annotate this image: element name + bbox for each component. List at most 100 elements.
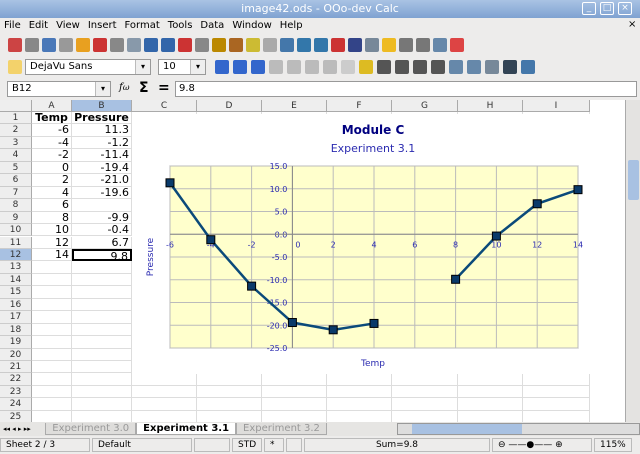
- cell-A10[interactable]: 10: [32, 224, 72, 237]
- cell-A13[interactable]: [32, 261, 72, 274]
- cell-D25[interactable]: [197, 410, 262, 422]
- toolbar-icon-0[interactable]: [8, 38, 22, 52]
- row-header-7[interactable]: 7: [0, 186, 32, 200]
- toolbar-icon-1[interactable]: [25, 38, 39, 52]
- row-header-9[interactable]: 9: [0, 211, 32, 225]
- menu-help[interactable]: Help: [279, 20, 303, 31]
- row-header-21[interactable]: 21: [0, 361, 32, 374]
- toolbar-icon-3[interactable]: [59, 38, 73, 52]
- toolbar-icon-11[interactable]: [195, 38, 209, 52]
- data-point[interactable]: [491, 231, 501, 241]
- row-header-14[interactable]: 14: [0, 273, 32, 287]
- close-button[interactable]: ×: [618, 2, 632, 15]
- cell-B22[interactable]: [72, 373, 132, 386]
- cell-B5[interactable]: -19.4: [72, 161, 132, 175]
- row-header-25[interactable]: 25: [0, 410, 32, 422]
- cell-G23[interactable]: [392, 385, 458, 399]
- toolbar-icon-7[interactable]: [127, 38, 141, 52]
- column-header-F[interactable]: F: [327, 100, 392, 112]
- data-point[interactable]: [165, 178, 175, 188]
- row-header-13[interactable]: 13: [0, 261, 32, 274]
- column-header-E[interactable]: E: [262, 100, 327, 112]
- menu-format[interactable]: Format: [124, 20, 160, 31]
- cell-A3[interactable]: -4: [32, 136, 72, 150]
- row-header-16[interactable]: 16: [0, 298, 32, 312]
- minimize-button[interactable]: _: [582, 2, 596, 15]
- cell-C24[interactable]: [132, 398, 197, 411]
- cell-D22[interactable]: [197, 373, 262, 386]
- format-icon-9[interactable]: [377, 60, 391, 74]
- cell-H24[interactable]: [458, 398, 523, 411]
- format-icon-10[interactable]: [395, 60, 409, 74]
- cell-A21[interactable]: [32, 361, 72, 374]
- cell-B16[interactable]: [72, 298, 132, 312]
- column-header-D[interactable]: D: [197, 100, 262, 112]
- column-header-I[interactable]: I: [523, 100, 590, 112]
- sheet-tab-1[interactable]: Experiment 3.0: [45, 423, 137, 435]
- column-header-H[interactable]: H: [458, 100, 523, 112]
- row-header-1[interactable]: 1: [0, 112, 32, 125]
- sheet-tab-3[interactable]: Experiment 3.2: [236, 423, 327, 435]
- column-header-A[interactable]: A: [32, 100, 72, 112]
- toolbar-icon-23[interactable]: [399, 38, 413, 52]
- cell-B10[interactable]: -0.4: [72, 224, 132, 237]
- cell-D23[interactable]: [197, 385, 262, 399]
- cell-A4[interactable]: -2: [32, 149, 72, 162]
- toolbar-icon-5[interactable]: [93, 38, 107, 52]
- cell-B19[interactable]: [72, 336, 132, 349]
- row-header-2[interactable]: 2: [0, 124, 32, 137]
- row-header-12[interactable]: 12: [0, 248, 32, 262]
- spreadsheet-grid[interactable]: A B C D E F G H I 1 Temp Pressure 2 -6 11.3 3 -4 -1.2 4 -2-…: [0, 100, 625, 422]
- select-all-corner[interactable]: [0, 100, 32, 112]
- cell-F23[interactable]: [327, 385, 392, 399]
- styles-icon[interactable]: [8, 60, 22, 74]
- toolbar-icon-17[interactable]: [297, 38, 311, 52]
- toolbar-icon-16[interactable]: [280, 38, 294, 52]
- cell-I24[interactable]: [523, 398, 590, 411]
- toolbar-icon-10[interactable]: [178, 38, 192, 52]
- row-header-11[interactable]: 11: [0, 236, 32, 249]
- toolbar-icon-20[interactable]: [348, 38, 362, 52]
- cell-C22[interactable]: [132, 373, 197, 386]
- cell-B7[interactable]: -19.6: [72, 186, 132, 200]
- cell-A15[interactable]: [32, 286, 72, 299]
- cell-B14[interactable]: [72, 273, 132, 287]
- cell-A2[interactable]: -6: [32, 124, 72, 137]
- row-header-4[interactable]: 4: [0, 149, 32, 162]
- cell-A18[interactable]: [32, 323, 72, 337]
- format-icon-4[interactable]: [287, 60, 301, 74]
- cell-B13[interactable]: [72, 261, 132, 274]
- data-point[interactable]: [451, 274, 461, 284]
- toolbar-icon-18[interactable]: [314, 38, 328, 52]
- menu-insert[interactable]: Insert: [87, 20, 117, 31]
- cell-B25[interactable]: [72, 410, 132, 422]
- toolbar-icon-9[interactable]: [161, 38, 175, 52]
- format-icon-11[interactable]: [413, 60, 427, 74]
- menu-view[interactable]: View: [56, 20, 80, 31]
- format-icon-17[interactable]: [521, 60, 535, 74]
- format-icon-16[interactable]: [503, 60, 517, 74]
- formula-input[interactable]: 9.8: [175, 81, 637, 97]
- menu-file[interactable]: File: [4, 20, 21, 31]
- cell-H22[interactable]: [458, 373, 523, 386]
- cell-A24[interactable]: [32, 398, 72, 411]
- cell-G22[interactable]: [392, 373, 458, 386]
- vertical-scrollbar[interactable]: [625, 100, 640, 422]
- cell-I25[interactable]: [523, 410, 590, 422]
- cell-B23[interactable]: [72, 385, 132, 399]
- chart[interactable]: Module C Experiment 3.1 -6 -4 -2 0 2 4 6 8 10 12 14 1…: [132, 114, 622, 374]
- menu-tools[interactable]: Tools: [167, 20, 193, 31]
- toolbar-icon-19[interactable]: [331, 38, 345, 52]
- row-header-8[interactable]: 8: [0, 199, 32, 212]
- format-icon-15[interactable]: [485, 60, 499, 74]
- data-point[interactable]: [328, 325, 338, 335]
- maximize-button[interactable]: □: [600, 2, 614, 15]
- cell-B9[interactable]: -9.9: [72, 211, 132, 225]
- cell-B17[interactable]: [72, 311, 132, 324]
- format-icon-5[interactable]: [305, 60, 319, 74]
- sum-icon[interactable]: Σ: [139, 80, 149, 96]
- cell-A11[interactable]: 12: [32, 236, 72, 249]
- cell-A9[interactable]: 8: [32, 211, 72, 225]
- selection-mode[interactable]: STD: [232, 438, 262, 452]
- cell-E22[interactable]: [262, 373, 327, 386]
